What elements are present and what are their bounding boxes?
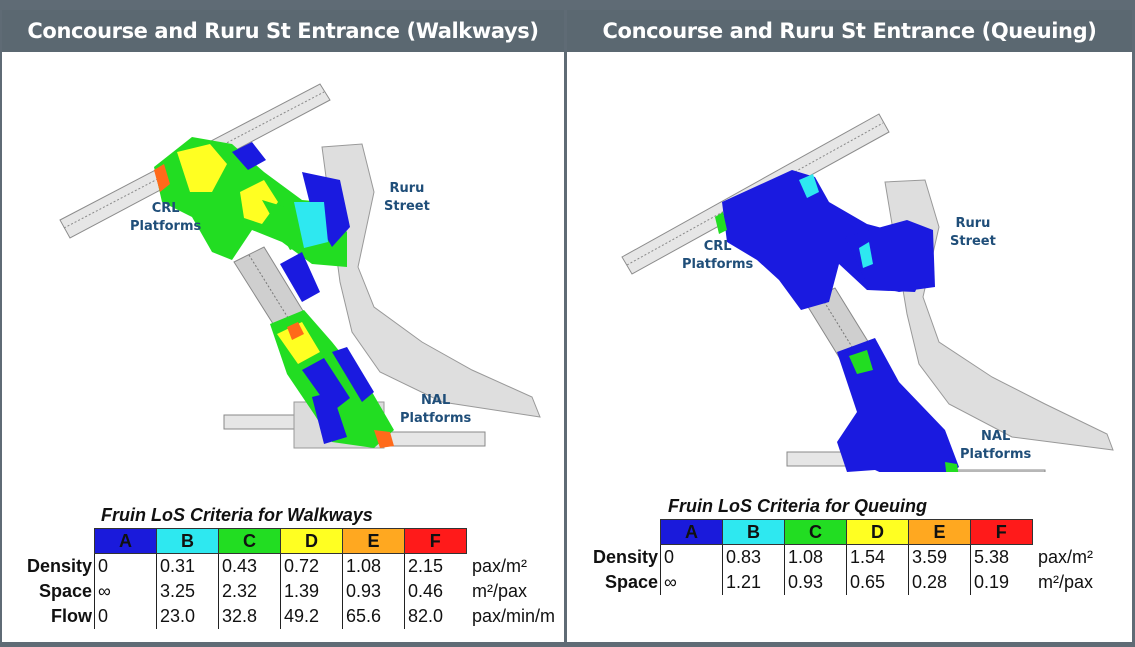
space-unit: m²/pax xyxy=(1038,572,1094,592)
space-value: 0.65 xyxy=(846,570,909,595)
space-value: 0.93 xyxy=(784,570,847,595)
walkways-criteria-table: A B C D E F Density 0 0.31 0.43 0.72 1.0… xyxy=(22,528,555,629)
grade-f: F xyxy=(404,528,467,554)
density-row: Density 0 0.83 1.08 1.54 3.59 5.38 pax/m… xyxy=(588,544,1094,570)
flow-value: 32.8 xyxy=(218,604,281,629)
density-value: 0.31 xyxy=(156,553,219,579)
density-value: 2.15 xyxy=(404,553,466,579)
nal-escalator xyxy=(786,451,1046,472)
ruru-street-label: Ruru Street xyxy=(950,215,996,251)
flow-label: Flow xyxy=(51,606,92,626)
grade-d: D xyxy=(280,528,343,554)
crl-label-line2: Platforms xyxy=(130,219,202,234)
density-value: 0 xyxy=(660,544,723,570)
ruru-label-line1: Ruru xyxy=(389,181,425,196)
density-value: 0.83 xyxy=(722,544,785,570)
space-value: 2.32 xyxy=(218,579,281,604)
grade-b: B xyxy=(722,519,785,545)
flow-value: 82.0 xyxy=(404,604,466,629)
grade-a: A xyxy=(660,519,723,545)
grade-row: A B C D E F xyxy=(22,528,555,554)
nal-label-line1: NAL xyxy=(421,393,451,408)
density-row: Density 0 0.31 0.43 0.72 1.08 2.15 pax/m… xyxy=(22,553,555,579)
grade-f: F xyxy=(970,519,1033,545)
grade-d: D xyxy=(846,519,909,545)
density-value: 3.59 xyxy=(908,544,971,570)
crl-label-line1: CRL xyxy=(151,201,180,216)
flow-value: 23.0 xyxy=(156,604,219,629)
grade-e: E xyxy=(342,528,405,554)
space-value: ∞ xyxy=(94,579,157,604)
space-value: 3.25 xyxy=(156,579,219,604)
ruru-street-area xyxy=(884,179,1114,451)
density-value: 0.43 xyxy=(218,553,281,579)
density-value: 5.38 xyxy=(970,544,1032,570)
flow-value: 49.2 xyxy=(280,604,343,629)
nal-label-line2: Platforms xyxy=(400,411,472,426)
grade-e: E xyxy=(908,519,971,545)
walkways-density-map xyxy=(59,83,541,449)
flow-row: Flow 0 23.0 32.8 49.2 65.6 82.0 pax/min/… xyxy=(22,604,555,629)
space-label: Space xyxy=(604,572,658,592)
density-value: 1.08 xyxy=(784,544,847,570)
density-value: 0 xyxy=(94,553,157,579)
ruru-street-label: Ruru Street xyxy=(384,180,430,216)
ruru-street-area xyxy=(321,143,541,418)
crl-label-line1: CRL xyxy=(703,239,732,254)
queuing-criteria-table: A B C D E F Density 0 0.83 1.08 1.54 3.5… xyxy=(588,519,1093,595)
flow-value: 0 xyxy=(94,604,157,629)
density-unit: pax/m² xyxy=(1038,546,1094,567)
lower-queue-heatmap xyxy=(837,338,959,472)
space-value: 0.19 xyxy=(970,570,1032,595)
flow-unit: pax/min/m xyxy=(472,606,556,626)
density-value: 0.72 xyxy=(280,553,343,579)
grade-b: B xyxy=(156,528,219,554)
ruru-label-line2: Street xyxy=(950,234,996,249)
space-value: 0.93 xyxy=(342,579,405,604)
nal-label-line1: NAL xyxy=(981,429,1011,444)
space-value: ∞ xyxy=(660,570,723,595)
density-unit: pax/m² xyxy=(472,555,528,576)
density-value: 1.08 xyxy=(342,553,405,579)
walkways-panel: Concourse and Ruru St Entrance (Walkways… xyxy=(2,10,564,642)
space-row: Space ∞ 3.25 2.32 1.39 0.93 0.46 m²/pax xyxy=(22,579,555,604)
density-label: Density xyxy=(592,546,658,567)
space-value: 0.28 xyxy=(908,570,971,595)
flow-value: 65.6 xyxy=(342,604,405,629)
grade-a: A xyxy=(94,528,157,554)
ruru-label-line2: Street xyxy=(384,199,430,214)
space-label: Space xyxy=(38,581,92,601)
nal-platforms-label: NAL Platforms xyxy=(960,428,1031,464)
ruru-label-line1: Ruru xyxy=(955,216,991,231)
queuing-density-map xyxy=(621,113,1114,472)
space-unit: m²/pax xyxy=(472,581,528,601)
nal-label-line2: Platforms xyxy=(960,447,1032,462)
density-value: 1.54 xyxy=(846,544,909,570)
grade-c: C xyxy=(218,528,281,554)
density-label: Density xyxy=(26,555,92,576)
crl-platforms-label: CRL Platforms xyxy=(130,200,201,236)
walkways-criteria-title: Fruin LoS Criteria for Walkways xyxy=(101,505,373,525)
nal-platforms-label: NAL Platforms xyxy=(400,392,471,428)
space-row: Space ∞ 1.21 0.93 0.65 0.28 0.19 m²/pax xyxy=(588,570,1093,595)
grade-row: A B C D E F xyxy=(588,519,1093,545)
crl-label-line2: Platforms xyxy=(682,257,754,272)
queuing-panel-title: Concourse and Ruru St Entrance (Queuing) xyxy=(567,10,1132,52)
grade-c: C xyxy=(784,519,847,545)
crl-platforms-label: CRL Platforms xyxy=(682,238,753,274)
space-value: 1.21 xyxy=(722,570,785,595)
queuing-criteria-title: Fruin LoS Criteria for Queuing xyxy=(668,496,928,516)
walkways-panel-title: Concourse and Ruru St Entrance (Walkways… xyxy=(2,10,564,52)
queuing-panel: Concourse and Ruru St Entrance (Queuing)… xyxy=(567,10,1132,642)
bottom-border xyxy=(0,642,1135,647)
space-value: 1.39 xyxy=(280,579,343,604)
space-value: 0.46 xyxy=(404,579,466,604)
